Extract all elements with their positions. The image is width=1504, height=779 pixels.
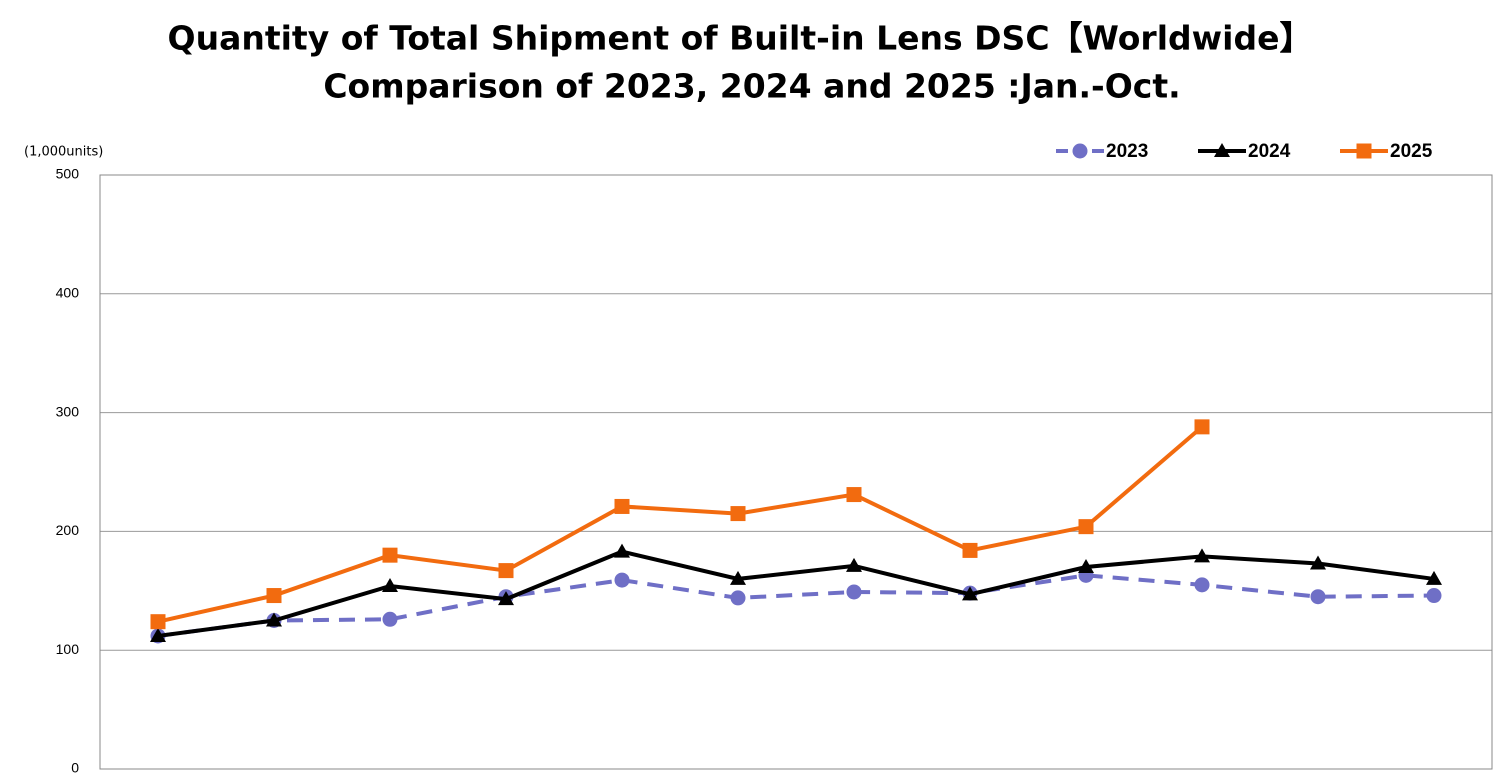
y-axis-label: (1,000units) [24, 145, 103, 160]
legend-label: 2023 [1106, 141, 1148, 162]
marker [382, 578, 398, 593]
marker [498, 563, 514, 579]
plot-border [99, 174, 1493, 770]
y-tick-label: 200 [56, 522, 80, 538]
marker [962, 586, 978, 601]
marker [150, 627, 166, 642]
y-tick-label: 300 [56, 403, 80, 419]
marker [498, 591, 514, 606]
marker [1078, 519, 1094, 535]
marker [846, 584, 862, 600]
chart-title: Quantity of Total Shipment of Built-in L… [168, 19, 1313, 58]
marker [614, 543, 630, 558]
marker [730, 570, 746, 585]
legend-marker [1356, 143, 1372, 159]
marker [150, 614, 166, 630]
marker [614, 572, 630, 588]
chart-subtitle: Comparison of 2023, 2024 and 2025 :Jan.-… [323, 67, 1180, 106]
series-line [157, 549, 1435, 638]
marker [382, 611, 398, 627]
marker [1078, 559, 1094, 574]
legend-label: 2025 [1390, 141, 1433, 162]
marker [266, 612, 282, 627]
y-tick-label: 500 [56, 166, 80, 182]
marker [846, 557, 862, 572]
marker [1310, 589, 1326, 605]
marker [846, 487, 862, 503]
marker [1426, 588, 1442, 604]
marker [614, 498, 630, 514]
series-line [157, 573, 1435, 638]
marker [266, 588, 282, 604]
marker [1426, 570, 1442, 585]
marker [1194, 548, 1210, 563]
marker [730, 506, 746, 522]
y-tick-label: 400 [56, 285, 80, 301]
legend-marker [1072, 143, 1088, 159]
marker [962, 542, 978, 558]
y-tick-label: 0 [71, 760, 79, 776]
legend-label: 2024 [1248, 141, 1291, 162]
y-tick-label: 100 [56, 641, 80, 657]
series-line [157, 425, 1204, 624]
marker [730, 590, 746, 606]
marker [382, 547, 398, 563]
marker [1310, 555, 1326, 570]
marker [1194, 419, 1210, 435]
legend-marker [1214, 143, 1230, 157]
marker [1194, 577, 1210, 593]
